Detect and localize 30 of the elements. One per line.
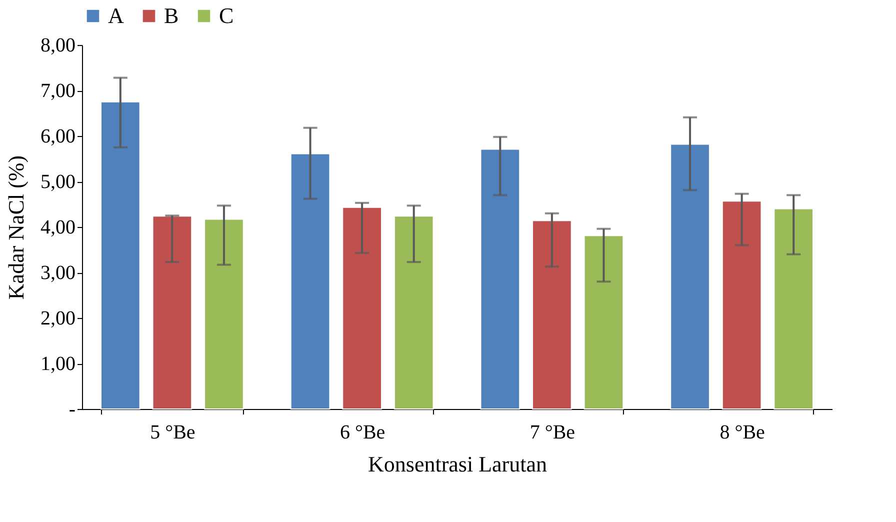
bar [774, 208, 814, 410]
y-tick-label: 3,00 [40, 262, 76, 284]
bar [342, 206, 382, 410]
y-tick-label: 4,00 [40, 216, 76, 238]
x-axis-title: Konsentrasi Larutan [368, 452, 547, 476]
bar [532, 220, 572, 410]
bar [290, 153, 330, 410]
legend-label: A [108, 3, 124, 28]
x-tick-label: 7 °Be [530, 422, 576, 444]
bar [670, 144, 710, 410]
bar [584, 235, 624, 410]
x-tick-label: 6 °Be [340, 422, 386, 444]
legend-label: B [164, 3, 179, 28]
y-axis-title: Kadar NaCl (%) [4, 155, 28, 300]
bar [722, 200, 762, 410]
x-tick-label: 5 °Be [150, 422, 196, 444]
bar [100, 101, 140, 410]
bar [152, 216, 192, 410]
y-tick-label: 7,00 [40, 80, 76, 102]
bar [480, 148, 520, 410]
legend-label: C [219, 3, 234, 28]
y-tick-label: 6,00 [40, 126, 76, 148]
x-tick-label: 8 °Be [720, 422, 766, 444]
y-tick-label: 8,00 [40, 34, 76, 56]
bar [204, 218, 244, 410]
y-tick-label: 2,00 [40, 308, 76, 330]
y-tick-label: - [68, 398, 76, 420]
bar [394, 216, 434, 410]
y-tick-label: 5,00 [40, 171, 76, 193]
y-tick-label: 1,00 [40, 353, 76, 375]
